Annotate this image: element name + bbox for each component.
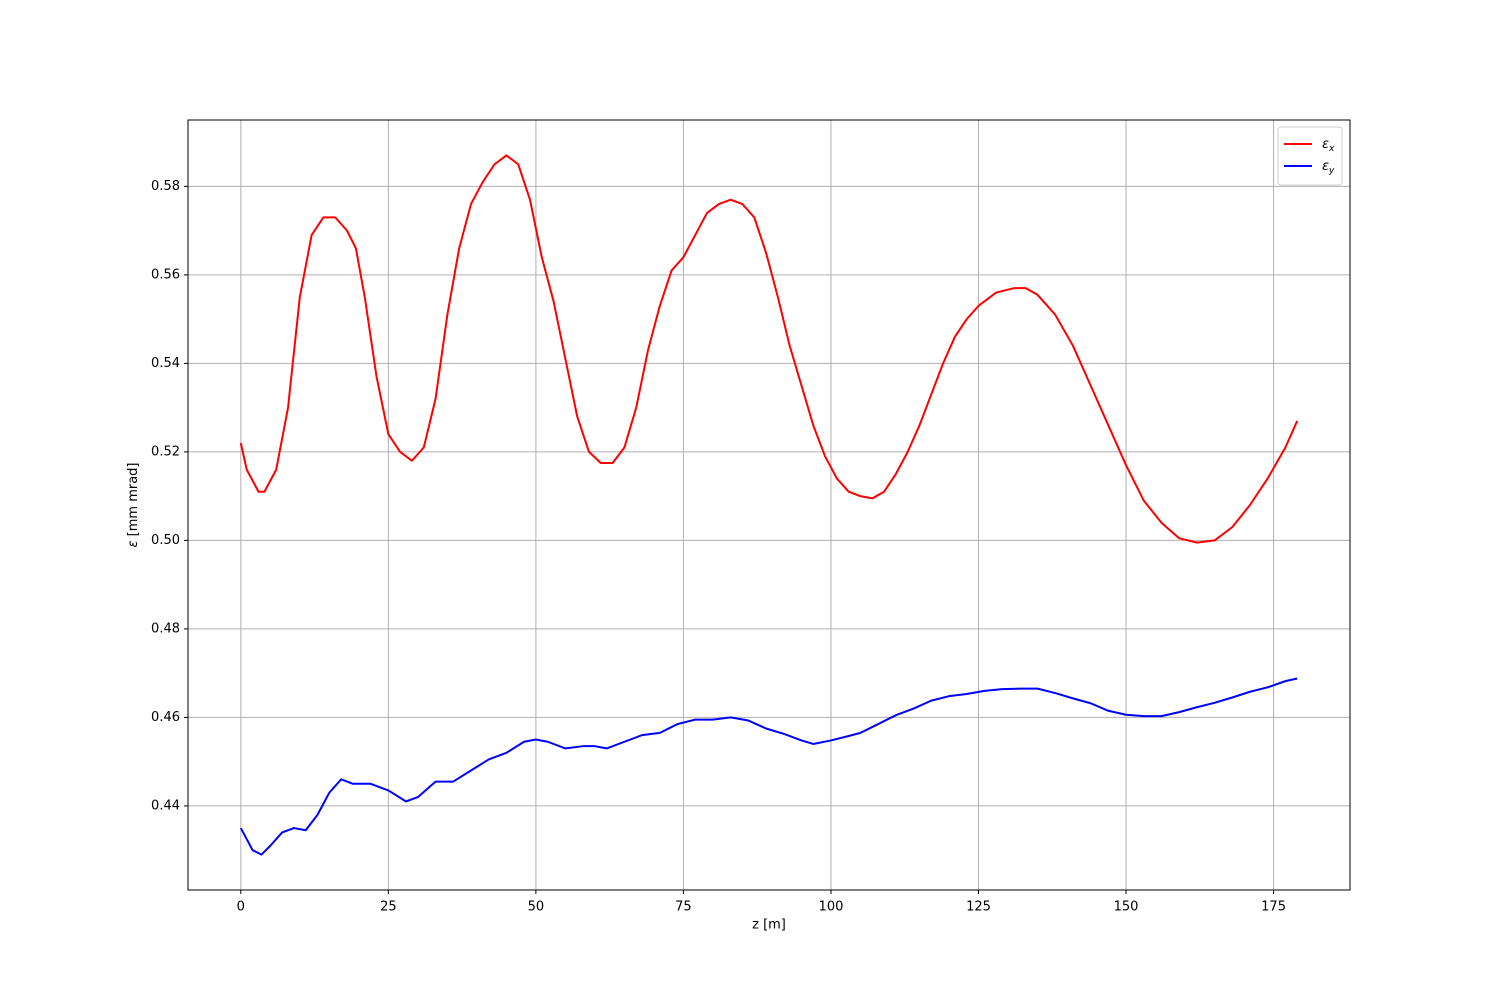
y-tick-label: 0.50 <box>151 533 180 548</box>
y-tick-label: 0.58 <box>151 179 180 194</box>
y-tick-label: 0.46 <box>151 710 180 725</box>
x-tick-label: 100 <box>819 900 844 915</box>
plot-frame <box>187 119 1351 891</box>
legend-label: εy <box>1322 159 1335 176</box>
legend-box <box>1277 126 1343 186</box>
x-tick-label: 0 <box>237 900 245 915</box>
line-series <box>239 154 1299 544</box>
x-tick-label: 150 <box>1114 900 1139 915</box>
y-tick-label: 0.54 <box>151 356 180 371</box>
x-tick-label: 75 <box>675 900 692 915</box>
x-tick-label: 25 <box>380 900 397 915</box>
x-tick-label: 50 <box>528 900 545 915</box>
x-tick-label: 175 <box>1261 900 1286 915</box>
line-series <box>239 677 1298 856</box>
y-tick-label: 0.48 <box>151 621 180 636</box>
y-tick-label: 0.44 <box>151 798 180 813</box>
x-tick-label: 125 <box>966 900 991 915</box>
y-tick-label: 0.52 <box>151 444 180 459</box>
x-axis-label: z [m] <box>752 918 786 933</box>
legend-label: εx <box>1322 137 1335 154</box>
y-tick-label: 0.56 <box>151 267 180 282</box>
y-axis-label: ε [mm mrad] <box>126 463 141 548</box>
